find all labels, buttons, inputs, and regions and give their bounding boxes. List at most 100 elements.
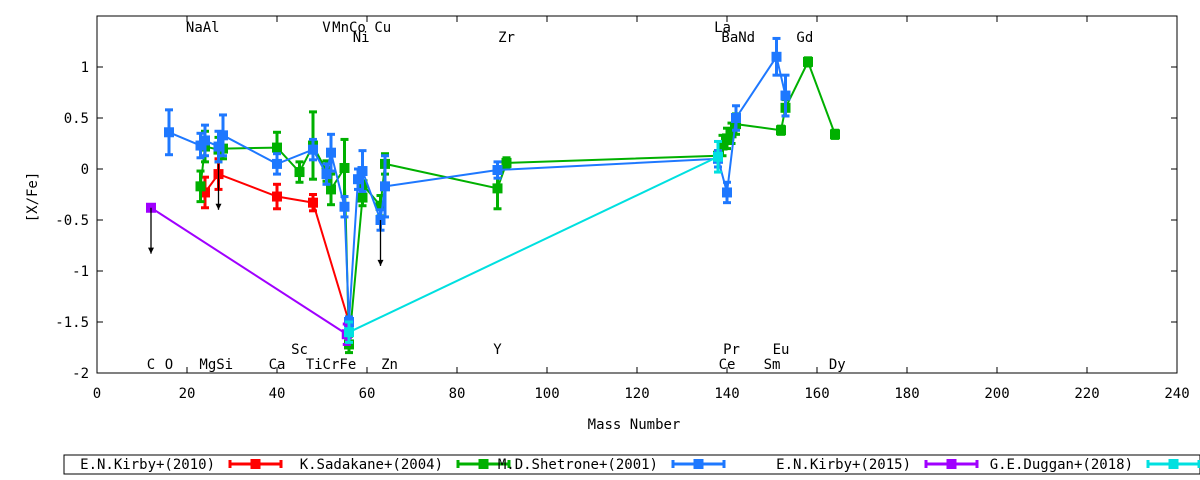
x-tick-label: 0	[93, 386, 101, 402]
upper-limit-arrowhead	[215, 203, 222, 210]
legend-label: K.Sadakane+(2004)	[300, 457, 443, 473]
element-label-top: Gd	[796, 30, 813, 46]
data-point	[200, 135, 210, 146]
legend-label: G.E.Duggan+(2018)	[990, 457, 1133, 473]
y-tick-label: -1	[72, 264, 89, 280]
data-point	[326, 184, 336, 195]
data-point	[780, 90, 791, 101]
series-5	[344, 139, 723, 344]
x-tick-label: 80	[449, 386, 466, 402]
x-tick-label: 100	[534, 386, 559, 402]
element-label-bottom: Eu	[773, 342, 790, 358]
legend-label: E.N.Kirby+(2010)	[80, 457, 215, 473]
data-point	[380, 181, 390, 192]
data-point	[308, 197, 318, 208]
legend-label: E.N.Kirby+(2015)	[776, 457, 911, 473]
data-point	[339, 201, 350, 212]
data-point	[195, 181, 206, 192]
data-point	[722, 187, 732, 198]
data-point	[722, 133, 732, 144]
x-tick-label: 60	[359, 386, 376, 402]
series-group	[146, 36, 840, 355]
legend-label: M.D.Shetrone+(2001)	[498, 457, 658, 473]
data-point	[326, 147, 336, 158]
data-point	[803, 56, 813, 67]
data-point	[357, 166, 368, 177]
element-label-bottom: C	[147, 357, 155, 373]
y-axis-label: [X/Fe]	[25, 172, 41, 223]
element-label-top: Zr	[498, 30, 515, 46]
element-label-bottom: MgSi	[199, 357, 233, 373]
element-label-bottom: Sm	[764, 357, 781, 373]
x-tick-label: 20	[179, 386, 196, 402]
element-label-top: MnCo	[332, 20, 366, 36]
y-tick-label: 0	[81, 162, 89, 178]
element-label-bottom: Ce	[719, 357, 736, 373]
data-point	[308, 144, 318, 155]
y-tick-label: -0.5	[55, 213, 89, 229]
data-point	[294, 167, 305, 178]
data-point	[339, 162, 350, 173]
data-point	[200, 187, 210, 198]
element-label-top: La	[714, 20, 731, 36]
data-point	[344, 327, 354, 338]
legend-swatch-marker	[946, 459, 957, 469]
data-point	[771, 51, 782, 62]
data-point	[272, 142, 282, 153]
data-point	[164, 127, 174, 138]
element-label-bottom: Y	[493, 342, 502, 358]
x-axis-label: Mass Number	[588, 417, 681, 433]
data-point	[272, 191, 282, 202]
data-point	[357, 192, 368, 203]
data-point	[501, 157, 512, 168]
upper-limit-arrowhead	[148, 247, 154, 254]
series-line	[348, 155, 719, 334]
x-tick-label: 220	[1074, 386, 1099, 402]
legend-swatch-marker	[693, 459, 704, 469]
data-point	[218, 130, 228, 141]
legend-swatch-marker	[478, 459, 489, 469]
element-label-top: Cu	[374, 20, 391, 36]
element-label-bottom: O	[165, 357, 173, 373]
element-label-bottom: Ca	[269, 357, 286, 373]
element-label-bottom: Sc	[291, 342, 308, 358]
x-tick-label: 160	[804, 386, 829, 402]
data-point	[713, 151, 723, 162]
series-3	[164, 36, 791, 329]
y-tick-label: -1.5	[55, 315, 89, 331]
upper-limits	[148, 163, 384, 266]
element-label-bottom: Zn	[381, 357, 398, 373]
data-point	[492, 165, 503, 176]
x-tick-label: 40	[269, 386, 286, 402]
axes: 0 20 40 60 80 100 120 140 160 180 200 220 240 -2 -1.5 -…	[55, 16, 1190, 402]
data-point	[830, 129, 840, 140]
series-line	[168, 54, 787, 323]
legend-swatch-marker	[1168, 459, 1179, 469]
x-tick-label: 240	[1164, 386, 1189, 402]
series-2	[195, 56, 840, 355]
y-tick-label: 0.5	[64, 111, 89, 127]
element-label-top: NaAl	[186, 20, 220, 36]
y-tick-label: -2	[72, 366, 89, 382]
data-point	[272, 158, 282, 169]
x-tick-label: 200	[984, 386, 1009, 402]
x-tick-label: 140	[714, 386, 739, 402]
element-label-bottom: TiCrFe	[306, 357, 357, 373]
data-point	[353, 174, 363, 185]
data-point	[717, 140, 728, 151]
x-tick-label: 180	[894, 386, 919, 402]
data-point	[731, 113, 741, 123]
element-label-bottom: Pr	[723, 342, 740, 358]
element-label-top: Ni	[353, 30, 370, 46]
data-point	[776, 125, 786, 136]
y-tick-label: 1	[81, 60, 89, 76]
series-4	[146, 202, 352, 346]
data-point	[195, 140, 206, 151]
data-point	[375, 200, 386, 211]
data-point	[492, 183, 503, 194]
x-tick-label: 120	[624, 386, 649, 402]
series-line	[150, 206, 348, 336]
legend-swatch-marker	[250, 459, 261, 469]
